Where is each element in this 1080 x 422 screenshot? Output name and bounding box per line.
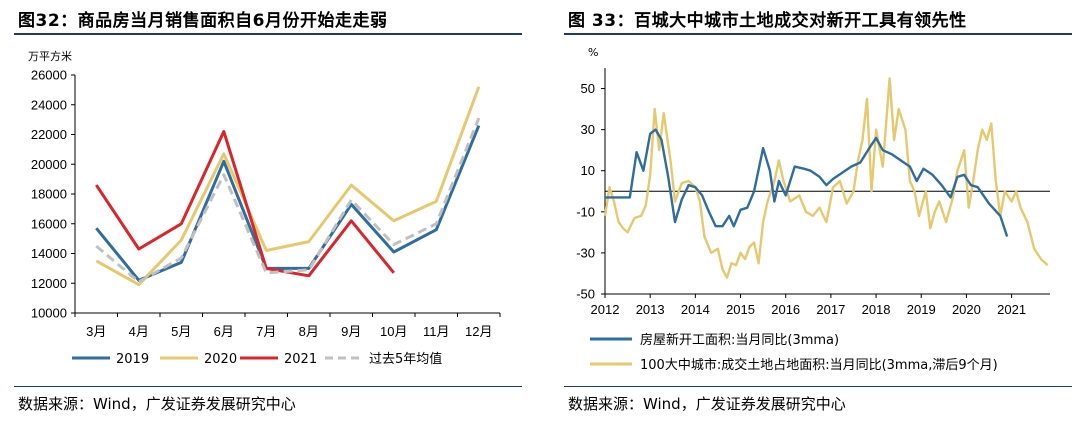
right-chart-panel: 图 33：百城大中城市土地成交对新开工具有领先性 % -50 -30 -10 10 30 5… <box>550 0 1080 422</box>
left-x-tick-label: 12月 <box>465 324 492 339</box>
right-chart-source: 数据来源：Wind，广发证券发展研究中心 <box>568 395 846 413</box>
right-x-tick-label: 2019 <box>907 302 936 317</box>
left-chart-title: 图32：商品房当月销售面积自6月份开始走走弱 <box>18 11 388 31</box>
left-chart-panel: 图32：商品房当月销售面积自6月份开始走走弱 万平方米 10000 12000 140… <box>0 0 530 422</box>
right-chart-title: 图 33：百城大中城市土地成交对新开工具有领先性 <box>568 11 967 31</box>
right-x-tick-label: 2014 <box>681 302 710 317</box>
left-x-tick-label: 11月 <box>423 324 450 339</box>
right-x-tick-label: 2017 <box>816 302 845 317</box>
left-x-tick-label: 8月 <box>299 324 319 339</box>
right-legend-label-0: 房屋新开工面积:当月同比(3mma) <box>640 332 839 348</box>
right-y-unit-label: % <box>588 46 598 59</box>
right-y-tick-label: -50 <box>576 287 595 302</box>
left-legend-label-1: 2020 <box>204 352 237 367</box>
left-source-rule <box>14 386 522 387</box>
left-legend-label-2: 2021 <box>284 352 317 367</box>
left-x-tick-label: 3月 <box>86 324 106 339</box>
left-series-line-3 <box>95 117 481 284</box>
right-source-rule <box>564 386 1072 387</box>
left-series-line-0 <box>95 125 481 282</box>
left-y-unit-label: 万平方米 <box>28 49 72 63</box>
left-title-rule <box>14 33 522 35</box>
left-series-line-2 <box>95 130 395 278</box>
right-x-tick-label: 2015 <box>726 302 755 317</box>
left-y-tick-label: 10000 <box>31 306 67 321</box>
left-x-tick-label: 9月 <box>341 324 361 339</box>
left-x-tick-label: 10月 <box>380 324 407 339</box>
right-x-tick-label: 2016 <box>771 302 800 317</box>
left-y-tick-label: 20000 <box>31 157 67 172</box>
left-y-tick-label: 22000 <box>31 127 67 142</box>
right-legend-label-1: 100大中城市:成交土地占地面积:当月同比(3mma,滞后9个月) <box>640 357 998 373</box>
left-series-line-1 <box>95 86 481 287</box>
left-y-tick-label: 24000 <box>31 97 67 112</box>
right-y-tick-label: -30 <box>576 245 595 260</box>
left-chart-source: 数据来源：Wind，广发证券发展研究中心 <box>18 395 296 413</box>
left-legend-label-0: 2019 <box>116 352 149 367</box>
right-y-tick-label: 30 <box>581 122 595 137</box>
right-series-line-0 <box>605 128 1009 237</box>
left-line-chart: 万平方米 10000 12000 14000 16000 18000 20000 22000 2… <box>28 49 501 367</box>
left-y-tick-label: 16000 <box>31 216 67 231</box>
left-y-tick-label: 18000 <box>31 187 67 202</box>
right-x-tick-label: 2018 <box>862 302 891 317</box>
right-x-tick-label: 2021 <box>997 302 1026 317</box>
right-x-tick-label: 2013 <box>636 302 665 317</box>
left-y-tick-label: 14000 <box>31 246 67 261</box>
left-y-tick-label: 26000 <box>31 68 67 83</box>
left-x-tick-label: 6月 <box>214 324 234 339</box>
right-title-rule <box>564 33 1072 35</box>
right-y-tick-label: 10 <box>581 163 595 178</box>
right-line-chart: % -50 -30 -10 10 30 50 2012 2013 2014 2015 2016 2017… <box>576 46 1050 373</box>
left-legend-label-3: 过去5年均值 <box>369 351 442 367</box>
right-y-tick-label: 50 <box>581 81 595 96</box>
right-x-tick-label: 2012 <box>591 302 620 317</box>
right-x-tick-label: 2020 <box>952 302 981 317</box>
left-y-tick-label: 12000 <box>31 276 67 291</box>
right-series-line-1 <box>603 77 1049 279</box>
left-x-tick-label: 4月 <box>129 324 149 339</box>
left-x-tick-label: 5月 <box>171 324 191 339</box>
left-x-tick-label: 7月 <box>256 324 276 339</box>
right-y-tick-label: -10 <box>576 204 595 219</box>
